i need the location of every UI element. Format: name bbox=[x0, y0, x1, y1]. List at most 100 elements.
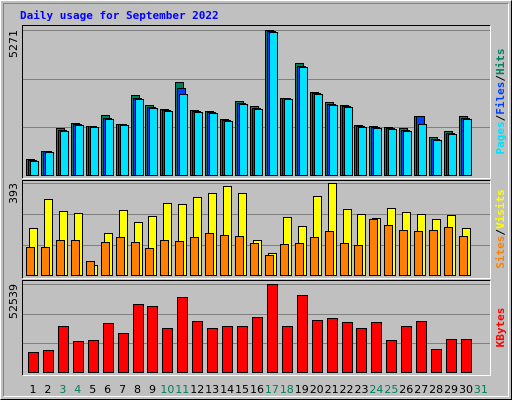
bar bbox=[28, 352, 39, 373]
bar bbox=[56, 240, 65, 276]
bar bbox=[194, 112, 203, 176]
bar bbox=[58, 326, 69, 373]
bar bbox=[327, 318, 338, 373]
bar bbox=[418, 124, 427, 176]
x-tick-label: 18 bbox=[280, 383, 294, 396]
bar bbox=[222, 326, 233, 373]
x-tick-label: 15 bbox=[235, 383, 249, 396]
bar bbox=[71, 240, 80, 276]
bar bbox=[209, 113, 218, 176]
x-tick-label: 7 bbox=[119, 383, 126, 396]
bar bbox=[414, 231, 423, 276]
bar bbox=[105, 119, 114, 176]
bar bbox=[431, 349, 442, 373]
bar bbox=[344, 107, 353, 176]
bar bbox=[371, 322, 382, 373]
bar bbox=[224, 121, 233, 176]
bar bbox=[45, 152, 54, 176]
bar bbox=[314, 94, 323, 176]
plot-border bbox=[22, 280, 491, 376]
legend: KBytes bbox=[494, 308, 507, 348]
bar bbox=[399, 230, 408, 276]
x-tick-label: 10 bbox=[160, 383, 174, 396]
x-tick-label: 16 bbox=[250, 383, 264, 396]
x-tick-label: 1 bbox=[30, 383, 37, 396]
bar bbox=[342, 322, 353, 373]
bar bbox=[207, 328, 218, 373]
bar bbox=[403, 131, 412, 176]
legend: Pages/Files/Hits bbox=[494, 49, 507, 155]
legend-separator: / bbox=[494, 114, 507, 121]
y-tick-label: 52539 bbox=[7, 284, 20, 319]
bar bbox=[463, 119, 472, 176]
bar bbox=[388, 129, 397, 176]
bar bbox=[120, 125, 129, 176]
bar bbox=[235, 236, 244, 276]
x-tick-label: 9 bbox=[149, 383, 156, 396]
bar bbox=[329, 105, 338, 176]
bar bbox=[282, 326, 293, 373]
x-tick-label: 13 bbox=[205, 383, 219, 396]
x-tick-label: 28 bbox=[429, 383, 443, 396]
bar bbox=[459, 236, 468, 276]
bar bbox=[192, 321, 203, 373]
legend: Sites/Visits bbox=[494, 189, 507, 269]
plot-border bbox=[22, 25, 491, 179]
legend-separator: / bbox=[494, 229, 507, 236]
x-tick-label: 22 bbox=[340, 383, 354, 396]
bar bbox=[175, 241, 184, 276]
x-tick-label: 26 bbox=[399, 383, 413, 396]
x-tick-label: 4 bbox=[74, 383, 81, 396]
bar bbox=[284, 99, 293, 176]
x-tick-label: 5 bbox=[89, 383, 96, 396]
bar bbox=[88, 340, 99, 373]
x-tick-label: 19 bbox=[295, 383, 309, 396]
x-tick-label: 12 bbox=[190, 383, 204, 396]
bar bbox=[179, 94, 188, 176]
x-tick-label: 2 bbox=[44, 383, 51, 396]
bar bbox=[354, 245, 363, 276]
bar bbox=[237, 326, 248, 373]
bar bbox=[310, 237, 319, 276]
bar bbox=[252, 317, 263, 373]
bar bbox=[299, 67, 308, 176]
bar bbox=[160, 240, 169, 276]
bar bbox=[265, 255, 274, 276]
bar bbox=[164, 111, 173, 176]
bar bbox=[340, 243, 349, 276]
frame-inner bbox=[3, 3, 509, 397]
bar bbox=[429, 230, 438, 276]
bar bbox=[297, 295, 308, 373]
x-tick-label: 8 bbox=[134, 383, 141, 396]
plot-border bbox=[22, 180, 491, 279]
x-tick-label: 24 bbox=[369, 383, 383, 396]
y-tick-label: 5271 bbox=[7, 30, 20, 58]
bar bbox=[162, 328, 173, 373]
bar bbox=[190, 237, 199, 276]
legend-entry: Pages bbox=[494, 121, 507, 154]
bar bbox=[90, 127, 99, 176]
bar bbox=[267, 284, 278, 373]
bar bbox=[101, 242, 110, 276]
legend-entry: Visits bbox=[494, 189, 507, 229]
bar bbox=[250, 243, 259, 276]
frame-inner bbox=[3, 3, 509, 397]
bar bbox=[60, 131, 69, 176]
bar bbox=[131, 242, 140, 276]
bar bbox=[103, 323, 114, 373]
bar bbox=[147, 306, 158, 373]
bar bbox=[43, 350, 54, 373]
x-tick-label: 17 bbox=[265, 383, 279, 396]
chart-title: Daily usage for September 2022 bbox=[20, 9, 219, 22]
x-tick-label: 29 bbox=[444, 383, 458, 396]
bar bbox=[386, 340, 397, 373]
plot-border bbox=[22, 25, 491, 179]
bar bbox=[177, 297, 188, 373]
bar bbox=[444, 227, 453, 276]
bar bbox=[135, 99, 144, 176]
bar bbox=[254, 109, 263, 176]
bar bbox=[373, 128, 382, 176]
bar bbox=[369, 219, 378, 276]
y-tick-label: 393 bbox=[7, 183, 20, 204]
